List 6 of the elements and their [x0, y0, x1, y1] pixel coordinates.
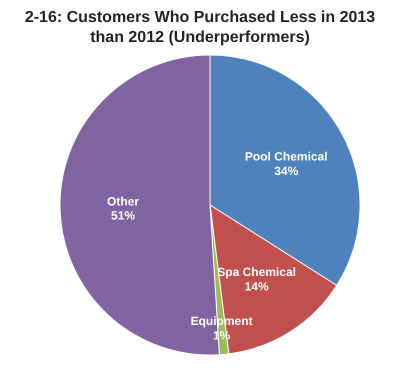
slice-label: Pool Chemical [244, 150, 328, 164]
chart-title: 2-16: Customers Who Purchased Less in 2013 than 2012 (Underperformers) [24, 9, 376, 46]
data-label: 51% [111, 208, 136, 223]
data-label: 14% [244, 279, 269, 294]
data-label: 34% [274, 164, 299, 178]
slice-label: Other [107, 194, 140, 208]
